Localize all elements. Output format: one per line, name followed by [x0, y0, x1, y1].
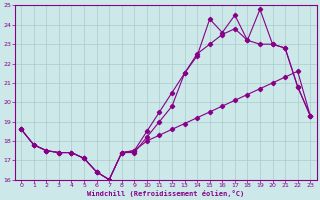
X-axis label: Windchill (Refroidissement éolien,°C): Windchill (Refroidissement éolien,°C)	[87, 190, 244, 197]
